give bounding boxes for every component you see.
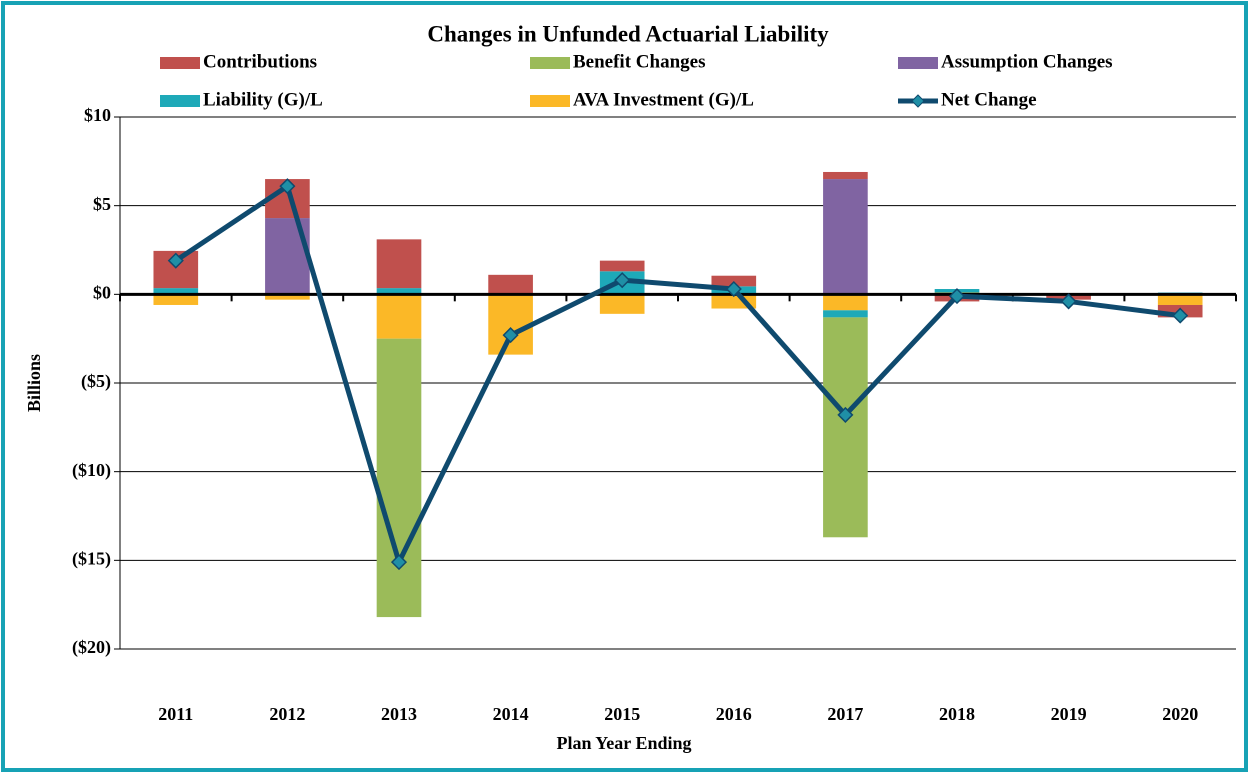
- bar-segment: [376, 239, 422, 289]
- x-tick-label: 2020: [1162, 704, 1198, 724]
- bar-segment: [1157, 294, 1203, 305]
- bar-segment: [376, 338, 422, 618]
- x-tick-label: 2019: [1051, 704, 1087, 724]
- y-tick-label: $10: [84, 105, 111, 125]
- x-tick-label: 2014: [493, 704, 529, 724]
- x-tick-label: 2016: [716, 704, 752, 724]
- legend-label: Liability (G)/L: [203, 89, 323, 110]
- legend-label: AVA Investment (G)/L: [573, 89, 754, 110]
- net-change-marker: [279, 178, 296, 195]
- bar-segment: [599, 260, 645, 272]
- net-change-marker: [725, 280, 742, 298]
- bar-segment: [823, 171, 868, 180]
- x-axis-title: Plan Year Ending: [556, 733, 691, 753]
- bar-segment: [823, 310, 868, 318]
- net-change-marker: [167, 252, 184, 269]
- chart-title: Changes in Unfunded Actuarial Liability: [427, 21, 829, 46]
- legend-swatch: [530, 95, 570, 107]
- x-tick-label: 2017: [827, 704, 863, 724]
- bar-segment: [488, 274, 533, 295]
- bar-segment: [376, 294, 422, 339]
- bar-segment: [376, 288, 422, 295]
- legend-swatch: [160, 95, 200, 107]
- y-tick-label: $5: [93, 194, 111, 214]
- legend-label: Net Change: [941, 89, 1037, 110]
- y-tick-label: $0: [93, 282, 111, 302]
- y-tick-label: ($20): [72, 637, 111, 658]
- net-change-marker: [502, 327, 519, 344]
- legend-label: Assumption Changes: [941, 51, 1113, 72]
- x-tick-label: 2013: [381, 704, 417, 724]
- bar-segment: [153, 288, 199, 295]
- legend-marker: [911, 94, 925, 108]
- net-change-line: [174, 183, 1181, 565]
- y-tick-label: ($10): [72, 460, 111, 481]
- bar-segment: [488, 294, 533, 355]
- x-tick-label: 2012: [269, 704, 305, 724]
- x-tick-label: 2011: [158, 704, 193, 724]
- bar-segment: [265, 294, 310, 300]
- y-axis-title: Billions: [24, 354, 44, 412]
- legend-label: Benefit Changes: [573, 51, 705, 72]
- x-tick-label: 2018: [939, 704, 975, 724]
- net-change-marker: [1172, 307, 1189, 324]
- y-tick-label: ($5): [81, 371, 111, 392]
- net-change-marker: [1060, 293, 1077, 310]
- net-change-marker: [614, 272, 631, 289]
- net-change-marker: [948, 288, 966, 305]
- legend-label: Contributions: [203, 51, 317, 72]
- x-tick-label: 2015: [604, 704, 640, 724]
- bar-segment: [823, 294, 868, 311]
- bar-segment: [823, 317, 868, 538]
- bar-segment: [823, 179, 868, 295]
- legend-swatch: [898, 57, 938, 69]
- net-change-marker: [837, 406, 854, 423]
- y-tick-label: ($15): [72, 548, 111, 569]
- net-change-marker: [390, 554, 408, 571]
- bar-segment: [599, 294, 645, 314]
- bar-segment: [153, 294, 199, 305]
- legend-swatch: [530, 57, 570, 69]
- legend-swatch: [160, 57, 200, 69]
- bar-segment: [265, 218, 310, 295]
